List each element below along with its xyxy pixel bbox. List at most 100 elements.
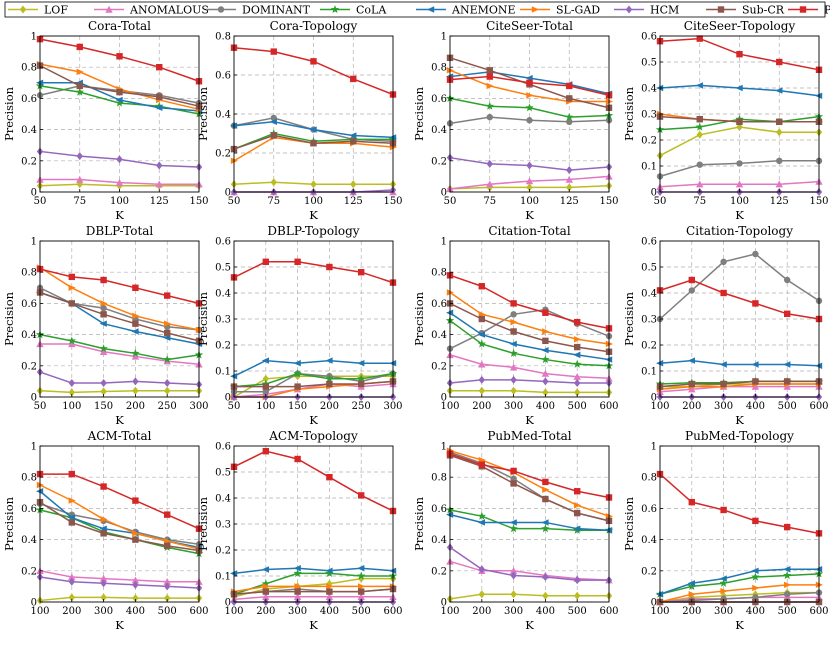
- series-line: [233, 572, 393, 595]
- data-point: [751, 361, 759, 368]
- data-point: [478, 386, 485, 395]
- y-tick-label: 0.8: [431, 473, 447, 484]
- x-tick-label: 100: [440, 401, 459, 412]
- series-lof: [36, 593, 203, 605]
- y-tick-label: 0.6: [431, 504, 447, 515]
- x-tick-label: 100: [650, 401, 669, 412]
- data-point: [784, 591, 791, 598]
- y-axis: 0 0.2 0.4 0.6 0.8: [215, 32, 237, 199]
- legend-item-sl-gad: SL-GAD: [520, 4, 600, 17]
- y-tick-label: 0.2: [431, 566, 447, 577]
- x-tick-label: 600: [809, 606, 828, 617]
- data-point: [565, 175, 573, 183]
- data-point: [99, 574, 108, 582]
- series-line: [449, 546, 609, 581]
- data-point: [542, 328, 550, 335]
- series-anemone: [230, 565, 397, 577]
- data-point: [485, 101, 494, 110]
- chart-title: ACM-Topology: [268, 429, 358, 443]
- x-axis-label: K: [525, 208, 534, 222]
- data-point: [542, 388, 549, 397]
- legend-item-anemone: ANEMONE: [416, 4, 516, 17]
- data-point: [510, 590, 517, 599]
- series-line: [659, 279, 820, 320]
- data-point: [155, 101, 164, 110]
- y-tick-label: 0.2: [21, 156, 37, 167]
- series-dominant: [656, 250, 823, 323]
- data-point: [261, 566, 269, 573]
- data-point: [293, 369, 302, 378]
- x-tick-label: 100: [650, 606, 669, 617]
- series-line: [449, 274, 610, 330]
- data-point: [358, 269, 365, 276]
- y-tick-label: 0.4: [21, 125, 37, 136]
- data-point: [752, 378, 759, 385]
- legend-item-hcm: HCM: [614, 4, 679, 17]
- x-tick-label: 50: [34, 196, 47, 207]
- data-point: [100, 378, 107, 387]
- y-tick-label: 0: [31, 188, 37, 199]
- series-line: [39, 268, 200, 305]
- y-axis: 0 0.2 0.4 0.6 0.8 1: [21, 237, 43, 404]
- data-point: [696, 130, 703, 139]
- series-line: [233, 588, 394, 595]
- data-point: [131, 328, 139, 335]
- series-line: [233, 261, 394, 284]
- series-line: [39, 333, 200, 361]
- data-point: [132, 386, 139, 395]
- series-line: [39, 576, 200, 589]
- y-tick-label: 0: [441, 598, 447, 609]
- legend-marker: [427, 6, 435, 13]
- x-axis: 50 100 150 200 250 300: [228, 394, 403, 412]
- data-point: [574, 378, 581, 387]
- data-point: [262, 583, 270, 590]
- data-point: [541, 524, 550, 533]
- y-tick-label: 0.6: [215, 442, 231, 453]
- x-tick-label: 150: [288, 401, 307, 412]
- plot-frame: [449, 240, 610, 398]
- series-line: [450, 390, 609, 394]
- data-point: [510, 386, 517, 395]
- x-tick-label: 500: [778, 606, 797, 617]
- legend-label: SL-GAD: [556, 4, 600, 17]
- data-point: [695, 82, 703, 89]
- x-tick-label: 75: [693, 196, 706, 207]
- series-lof: [446, 386, 613, 397]
- y-tick-label: 0.1: [215, 367, 231, 378]
- y-tick-label: 0.4: [431, 535, 447, 546]
- series-proposed: [230, 448, 397, 515]
- data-point: [574, 388, 581, 397]
- data-point: [478, 461, 485, 468]
- series-line: [234, 372, 394, 393]
- data-point: [719, 361, 727, 368]
- data-point: [486, 67, 493, 74]
- legend-item-cola: CoLA: [320, 4, 387, 17]
- data-point: [116, 53, 123, 60]
- data-point: [719, 575, 727, 582]
- data-point: [131, 576, 140, 584]
- series-line: [449, 354, 610, 380]
- legend-label: Sub-CR: [742, 4, 785, 17]
- data-point: [116, 155, 123, 164]
- data-point: [132, 594, 139, 603]
- series-hcm: [446, 375, 613, 387]
- data-point: [357, 360, 365, 367]
- y-tick-label: 0.8: [215, 32, 231, 43]
- x-tick-label: 300: [714, 606, 733, 617]
- data-point: [720, 506, 727, 514]
- gridlines: [234, 36, 393, 192]
- chart-title: DBLP-Topology: [267, 224, 359, 238]
- plot-frame: [39, 445, 200, 603]
- y-tick-label: 0.8: [431, 63, 447, 74]
- series-hcm: [36, 573, 203, 592]
- plot-frame: [39, 240, 200, 398]
- legend-marker: [799, 6, 807, 13]
- data-point: [164, 542, 171, 550]
- data-point: [68, 577, 75, 586]
- series-line: [39, 501, 200, 552]
- series-line: [659, 385, 819, 393]
- data-point: [358, 583, 366, 590]
- x-axis: 100 200 300 400 500 600: [30, 599, 209, 617]
- data-point: [775, 180, 783, 188]
